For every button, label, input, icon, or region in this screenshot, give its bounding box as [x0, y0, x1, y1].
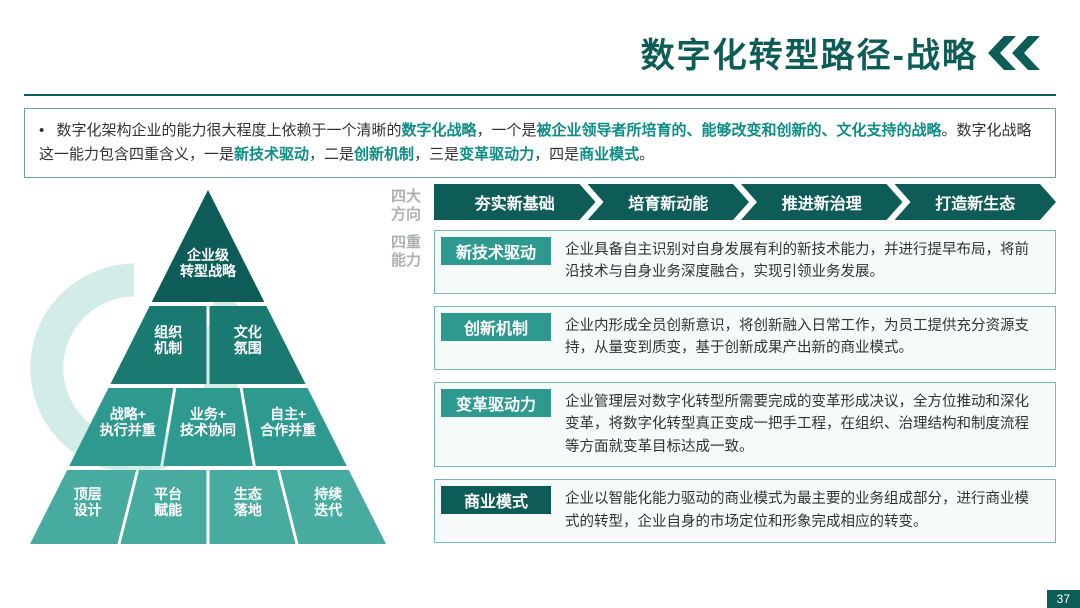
- capability-body: 企业以智能化能力驱动的商业模式为最主要的业务组成部分，进行商业模式的转型，企业自…: [551, 480, 1055, 542]
- capability-body: 企业具备自主识别对自身发展有利的新技术能力，并进行提早布局，将前沿技术与自身业务…: [551, 231, 1055, 293]
- pyramid-cell-label: 组织机制: [154, 324, 182, 356]
- capability-body: 企业管理层对数字化转型所需要完成的变革形成决议，全方位推动和深化变革，将数字化转…: [551, 383, 1055, 466]
- slide-title: 数字化转型路径-战略: [641, 28, 978, 77]
- chevron-left-icon: [992, 36, 1040, 70]
- capability-label: 商业模式: [441, 486, 551, 514]
- direction-arrow: 培育新动能: [588, 184, 750, 220]
- capability-label: 创新机制: [441, 313, 551, 341]
- pyramid-cell-label: 企业级转型战略: [180, 247, 237, 279]
- slide-title-row: 数字化转型路径-战略: [641, 28, 1040, 77]
- capability-item: 创新机制企业内形成全员创新意识，将创新融入日常工作，为员工提供充分资源支持，从量…: [434, 306, 1056, 370]
- intro-box: • 数字化架构企业的能力很大程度上依赖于一个清晰的数字化战略，一个是被企业领导者…: [24, 108, 1056, 178]
- pyramid-cell: [152, 190, 265, 302]
- direction-arrows: 夯实新基础培育新动能推进新治理打造新生态: [434, 184, 1056, 220]
- page-number: 37: [1047, 590, 1080, 608]
- capability-label: 新技术驱动: [441, 237, 551, 265]
- direction-arrow: 推进新治理: [741, 184, 903, 220]
- direction-arrow: 夯实新基础: [434, 184, 596, 220]
- bullet-icon: •: [39, 122, 44, 139]
- capability-body: 企业内形成全员创新意识，将创新融入日常工作，为员工提供充分资源支持，从量变到质变…: [551, 307, 1055, 369]
- pyramid-cell-label: 顶层设计: [74, 486, 102, 518]
- capability-label: 变革驱动力: [441, 389, 551, 417]
- capability-item: 变革驱动力企业管理层对数字化转型所需要完成的变革形成决议，全方位推动和深化变革，…: [434, 382, 1056, 467]
- capability-item: 新技术驱动企业具备自主识别对自身发展有利的新技术能力，并进行提早布局，将前沿技术…: [434, 230, 1056, 294]
- pyramid-svg: 企业级转型战略组织机制文化氛围战略+执行并重业务+技术协同自主+合作并重顶层设计…: [28, 184, 388, 554]
- pyramid-cell-label: 生态落地: [234, 486, 262, 518]
- title-divider: [24, 94, 1056, 96]
- pyramid-cell-label: 平台赋能: [154, 486, 182, 518]
- pyramid-cell-label: 文化氛围: [234, 324, 262, 356]
- capability-list: 新技术驱动企业具备自主识别对自身发展有利的新技术能力，并进行提早布局，将前沿技术…: [434, 230, 1056, 543]
- row-label-directions: 四大方向: [386, 188, 426, 224]
- pyramid-diagram: 企业级转型战略组织机制文化氛围战略+执行并重业务+技术协同自主+合作并重顶层设计…: [28, 184, 388, 554]
- capability-item: 商业模式企业以智能化能力驱动的商业模式为最主要的业务组成部分，进行商业模式的转型…: [434, 479, 1056, 543]
- pyramid-cell-label: 持续迭代: [314, 486, 342, 518]
- direction-arrow: 打造新生态: [895, 184, 1057, 220]
- row-label-capabilities: 四重能力: [386, 234, 426, 270]
- intro-text: 数字化架构企业的能力很大程度上依赖于一个清晰的数字化战略，一个是被企业领导者所培…: [39, 122, 1032, 163]
